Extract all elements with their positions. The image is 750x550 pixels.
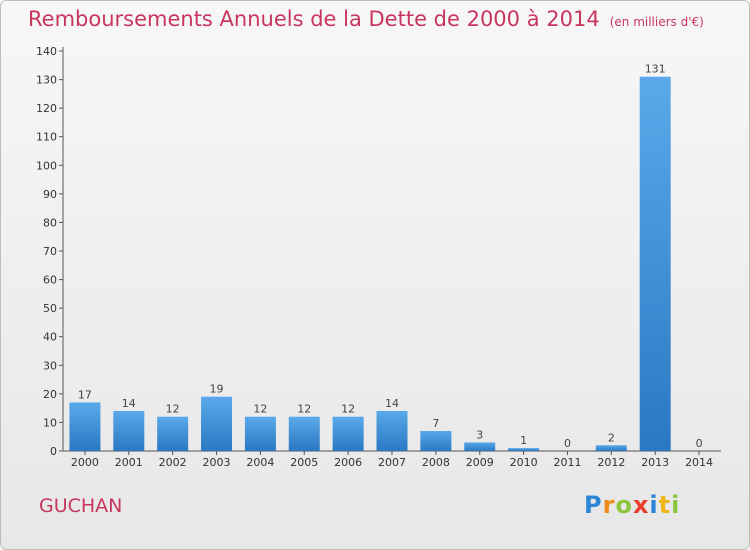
- commune-name: GUCHAN: [39, 495, 123, 517]
- bar: [157, 416, 189, 451]
- x-tick-label: 2001: [115, 456, 143, 469]
- bar-value-label: 12: [297, 403, 311, 416]
- y-tick-label: 50: [43, 302, 57, 315]
- bar-value-label: 12: [166, 403, 180, 416]
- bar: [420, 431, 452, 451]
- x-tick-label: 2007: [378, 456, 406, 469]
- bar-value-label: 131: [645, 63, 666, 76]
- bar-value-label: 12: [341, 403, 355, 416]
- y-tick-label: 80: [43, 216, 57, 229]
- x-tick-label: 2004: [246, 456, 274, 469]
- y-tick-label: 40: [43, 331, 57, 344]
- x-tick-label: 2003: [203, 456, 231, 469]
- y-tick-label: 120: [36, 102, 57, 115]
- x-tick-label: 2006: [334, 456, 362, 469]
- x-tick-label: 2008: [422, 456, 450, 469]
- bar: [508, 448, 540, 451]
- bar: [288, 416, 320, 451]
- bar: [376, 411, 408, 451]
- bar: [244, 416, 276, 451]
- x-tick-label: 2005: [290, 456, 318, 469]
- bar-value-label: 12: [253, 403, 267, 416]
- logo-letter: P: [584, 491, 603, 519]
- chart-title-main: Remboursements Annuels de la Dette de 20…: [28, 7, 600, 31]
- bar: [639, 76, 671, 451]
- x-tick-label: 2011: [553, 456, 581, 469]
- logo-letter: i: [649, 491, 659, 519]
- bar-value-label: 2: [608, 431, 615, 444]
- x-tick-label: 2014: [685, 456, 713, 469]
- bar-value-label: 3: [476, 428, 483, 441]
- y-tick-label: 10: [43, 416, 57, 429]
- bar-value-label: 7: [432, 417, 439, 430]
- x-tick-label: 2002: [159, 456, 187, 469]
- bar-value-label: 1: [520, 434, 527, 447]
- bar-value-label: 19: [210, 383, 224, 396]
- bar: [69, 402, 101, 451]
- logo-letter: r: [602, 491, 616, 519]
- y-tick-label: 100: [36, 159, 57, 172]
- y-tick-label: 90: [43, 188, 57, 201]
- y-tick-label: 110: [36, 131, 57, 144]
- logo-letter: i: [671, 491, 681, 519]
- proxiti-logo: Proxiti: [584, 491, 680, 519]
- bar-value-label: 0: [696, 437, 703, 450]
- bar: [332, 416, 364, 451]
- x-tick-label: 2000: [71, 456, 99, 469]
- bar-value-label: 14: [122, 397, 136, 410]
- y-tick-label: 130: [36, 74, 57, 87]
- logo-letter: t: [658, 491, 672, 519]
- logo-letter: o: [615, 491, 633, 519]
- bar-value-label: 17: [78, 388, 92, 401]
- bar-value-label: 0: [564, 437, 571, 450]
- bar: [464, 442, 496, 451]
- x-tick-label: 2010: [510, 456, 538, 469]
- x-tick-label: 2012: [597, 456, 625, 469]
- x-tick-label: 2009: [466, 456, 494, 469]
- y-tick-label: 30: [43, 359, 57, 372]
- x-tick-label: 2013: [641, 456, 669, 469]
- y-tick-label: 140: [36, 45, 57, 58]
- bar: [113, 411, 145, 451]
- y-tick-label: 20: [43, 388, 57, 401]
- bar: [201, 396, 233, 451]
- y-tick-label: 60: [43, 274, 57, 287]
- chart-title-unit: (en milliers d'€): [609, 15, 704, 29]
- chart-title: Remboursements Annuels de la Dette de 20…: [28, 7, 704, 31]
- y-tick-label: 70: [43, 245, 57, 258]
- bar-value-label: 14: [385, 397, 399, 410]
- bar: [595, 445, 627, 451]
- y-tick-label: 0: [50, 445, 57, 458]
- logo-letter: x: [632, 491, 650, 519]
